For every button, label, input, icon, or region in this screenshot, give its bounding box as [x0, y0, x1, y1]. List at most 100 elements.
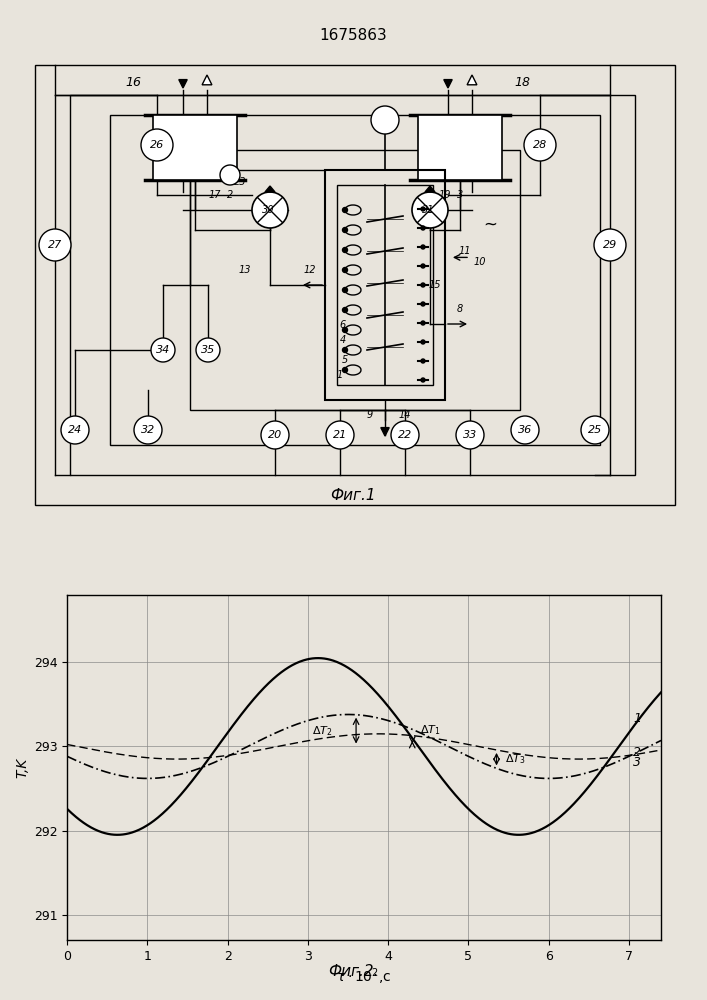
Text: 1: 1	[633, 712, 641, 725]
Text: 36: 36	[518, 425, 532, 435]
Text: 1675863: 1675863	[319, 27, 387, 42]
Text: $\Delta T_1$: $\Delta T_1$	[420, 723, 441, 737]
Text: 5: 5	[342, 355, 348, 365]
Circle shape	[342, 267, 348, 272]
Polygon shape	[425, 186, 435, 192]
Circle shape	[421, 207, 425, 211]
Circle shape	[594, 229, 626, 261]
Circle shape	[342, 228, 348, 232]
Text: 15: 15	[428, 280, 441, 290]
Text: Фиг.1: Фиг.1	[330, 488, 376, 502]
Text: 23: 23	[234, 177, 246, 187]
X-axis label: $\tau\cdot10^2$,с: $\tau\cdot10^2$,с	[337, 967, 392, 987]
Text: $\Delta T_3$: $\Delta T_3$	[505, 752, 525, 766]
Text: 24: 24	[68, 425, 82, 435]
Circle shape	[342, 288, 348, 292]
Circle shape	[421, 302, 425, 306]
Circle shape	[511, 416, 539, 444]
Text: 26: 26	[150, 140, 164, 150]
Text: 3: 3	[633, 756, 641, 769]
Text: 12: 12	[304, 265, 316, 275]
Text: 8: 8	[457, 304, 463, 314]
Text: 14: 14	[399, 410, 411, 420]
Text: 3: 3	[457, 190, 463, 200]
Text: 35: 35	[201, 345, 215, 355]
Text: 11: 11	[459, 245, 472, 255]
Text: 1: 1	[337, 370, 343, 380]
Text: 33: 33	[463, 430, 477, 440]
Text: $\Delta T_2$: $\Delta T_2$	[312, 724, 332, 738]
Polygon shape	[202, 75, 212, 85]
Text: Фиг.2.: Фиг.2.	[328, 964, 379, 980]
Circle shape	[421, 359, 425, 363]
Bar	[153, 115, 237, 180]
Y-axis label: T,K: T,K	[16, 757, 30, 778]
Text: 13: 13	[239, 265, 251, 275]
Text: 32: 32	[141, 425, 155, 435]
Text: 6: 6	[340, 320, 346, 330]
Circle shape	[524, 129, 556, 161]
Circle shape	[196, 338, 220, 362]
Text: 29: 29	[603, 240, 617, 250]
Circle shape	[326, 421, 354, 449]
Text: 7: 7	[382, 115, 389, 125]
Bar	[70, 95, 635, 475]
Circle shape	[141, 129, 173, 161]
Text: 30: 30	[262, 205, 274, 215]
Text: 19: 19	[439, 190, 451, 200]
Circle shape	[391, 421, 419, 449]
Bar	[110, 115, 600, 445]
Circle shape	[421, 226, 425, 230]
Text: 28: 28	[533, 140, 547, 150]
Circle shape	[456, 421, 484, 449]
Text: 20: 20	[268, 430, 282, 440]
Circle shape	[421, 321, 425, 325]
Text: 2: 2	[633, 746, 641, 759]
Bar	[35, 65, 675, 505]
Text: 10: 10	[474, 257, 486, 267]
Bar	[337, 185, 433, 385]
Circle shape	[342, 367, 348, 372]
Text: 27: 27	[48, 240, 62, 250]
Text: 21: 21	[333, 430, 347, 440]
Text: 9: 9	[367, 410, 373, 420]
Text: ~: ~	[483, 216, 497, 234]
Polygon shape	[467, 75, 477, 85]
Text: 17: 17	[209, 190, 221, 200]
Bar	[325, 170, 445, 400]
Text: 16: 16	[125, 76, 141, 89]
Circle shape	[421, 264, 425, 268]
Circle shape	[421, 283, 425, 287]
Circle shape	[220, 165, 240, 185]
Polygon shape	[179, 80, 187, 88]
Circle shape	[421, 340, 425, 344]
Circle shape	[261, 421, 289, 449]
Text: 22: 22	[398, 430, 412, 440]
Text: 18: 18	[514, 76, 530, 89]
Circle shape	[151, 338, 175, 362]
Circle shape	[342, 348, 348, 353]
Circle shape	[421, 245, 425, 249]
Circle shape	[412, 192, 448, 228]
Polygon shape	[381, 428, 389, 436]
Circle shape	[342, 247, 348, 252]
Circle shape	[134, 416, 162, 444]
Circle shape	[421, 378, 425, 382]
Text: 31: 31	[422, 205, 434, 215]
Circle shape	[252, 192, 288, 228]
Circle shape	[371, 106, 399, 134]
Text: 4: 4	[340, 335, 346, 345]
Circle shape	[342, 308, 348, 312]
Circle shape	[342, 208, 348, 213]
Circle shape	[581, 416, 609, 444]
Bar	[190, 150, 520, 410]
Circle shape	[61, 416, 89, 444]
Text: 34: 34	[156, 345, 170, 355]
Bar	[418, 115, 502, 180]
Circle shape	[342, 328, 348, 332]
Text: 25: 25	[588, 425, 602, 435]
Text: 2: 2	[227, 190, 233, 200]
Polygon shape	[444, 80, 452, 88]
Circle shape	[39, 229, 71, 261]
Polygon shape	[265, 186, 275, 192]
